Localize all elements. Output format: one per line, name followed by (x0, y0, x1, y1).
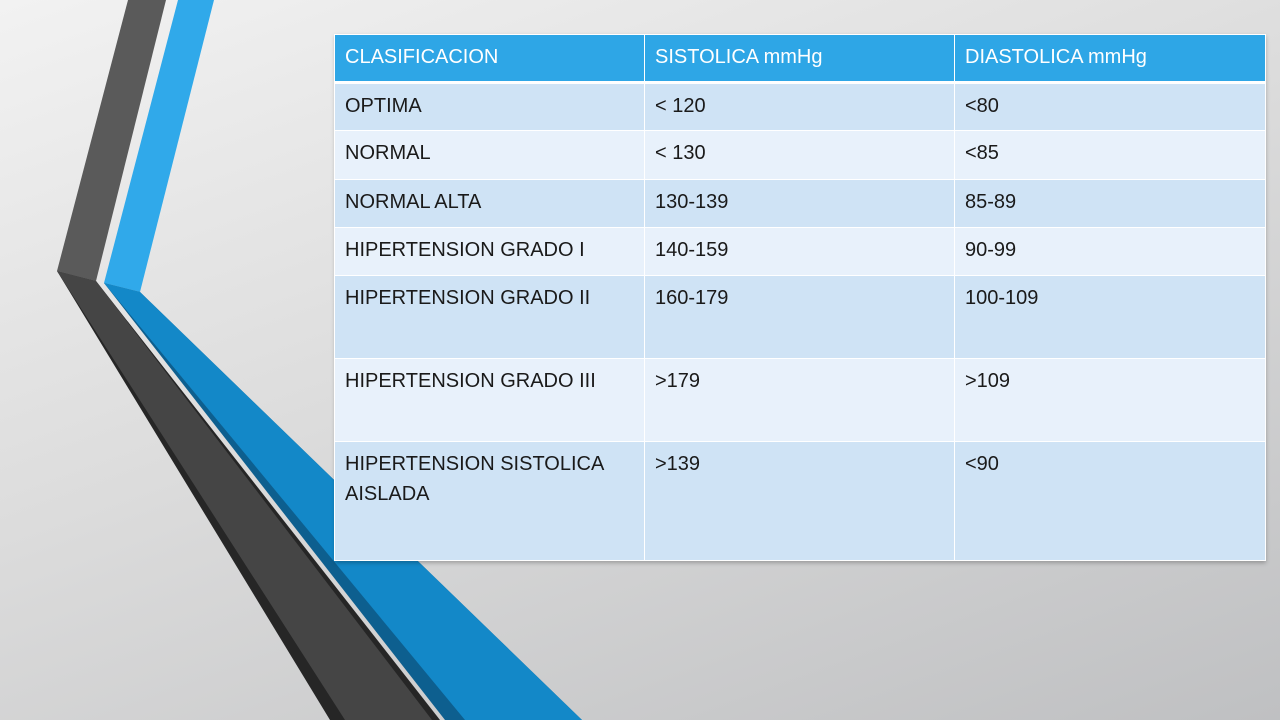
cell-clasificacion: NORMAL (334, 130, 645, 180)
cell-diastolica: 85-89 (954, 178, 1266, 228)
table-row: OPTIMA < 120 <80 (334, 82, 1266, 132)
cell-diastolica: <80 (954, 82, 1266, 132)
cell-sistolica: >179 (644, 358, 955, 443)
cell-diastolica: 90-99 (954, 226, 1266, 276)
cell-sistolica: < 130 (644, 130, 955, 180)
header-diastolica: DIASTOLICA mmHg (954, 33, 1266, 85)
table-header-row: CLASIFICACION SISTOLICA mmHg DIASTOLICA … (334, 33, 1266, 85)
table-row: NORMAL ALTA 130-139 85-89 (334, 178, 1266, 228)
header-clasificacion: CLASIFICACION (334, 33, 645, 85)
table-row: HIPERTENSION GRADO III >179 >109 (334, 358, 1266, 443)
cell-clasificacion: NORMAL ALTA (334, 178, 645, 228)
upper-gray-stripe (57, 0, 166, 281)
table-row: HIPERTENSION SISTOLICA AISLADA >139 <90 (334, 441, 1266, 561)
upper-blue-stripe (104, 0, 214, 292)
cell-diastolica: <85 (954, 130, 1266, 180)
cell-sistolica: 160-179 (644, 274, 955, 360)
cell-clasificacion: HIPERTENSION SISTOLICA AISLADA (334, 441, 645, 561)
table-row: HIPERTENSION GRADO I 140-159 90-99 (334, 226, 1266, 276)
blood-pressure-table: CLASIFICACION SISTOLICA mmHg DIASTOLICA … (334, 33, 1266, 561)
cell-clasificacion: HIPERTENSION GRADO III (334, 358, 645, 443)
table-row: NORMAL < 130 <85 (334, 130, 1266, 180)
lower-gray-stripe (57, 271, 432, 720)
header-sistolica: SISTOLICA mmHg (644, 33, 955, 85)
cell-clasificacion: HIPERTENSION GRADO II (334, 274, 645, 360)
cell-clasificacion: HIPERTENSION GRADO I (334, 226, 645, 276)
cell-diastolica: >109 (954, 358, 1266, 443)
cell-clasificacion: OPTIMA (334, 82, 645, 132)
cell-diastolica: 100-109 (954, 274, 1266, 360)
cell-sistolica: >139 (644, 441, 955, 561)
cell-sistolica: 130-139 (644, 178, 955, 228)
table-row: HIPERTENSION GRADO II 160-179 100-109 (334, 274, 1266, 360)
blood-pressure-table-container: CLASIFICACION SISTOLICA mmHg DIASTOLICA … (334, 33, 1266, 561)
cell-sistolica: < 120 (644, 82, 955, 132)
cell-diastolica: <90 (954, 441, 1266, 561)
cell-sistolica: 140-159 (644, 226, 955, 276)
